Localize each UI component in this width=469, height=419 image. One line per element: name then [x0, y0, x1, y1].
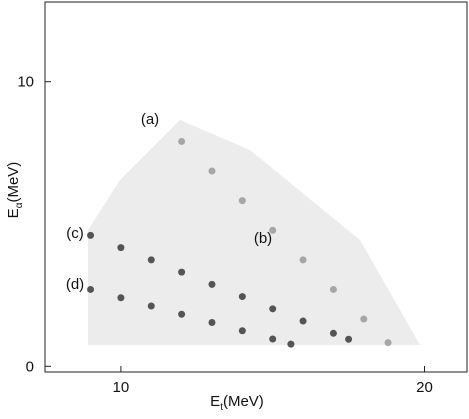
y-tick-label: 10 [17, 74, 34, 91]
point [384, 339, 392, 347]
x-tick-label: 10 [113, 379, 130, 396]
label-sub: t [220, 402, 223, 413]
point [269, 305, 277, 313]
label-main: E [5, 208, 22, 218]
x-label: Et(MeV) [210, 393, 264, 413]
point [269, 226, 277, 234]
point [299, 317, 307, 325]
annotation: (d) [66, 276, 84, 293]
point [178, 137, 186, 145]
annotation: (b) [254, 230, 272, 247]
label-unit: (MeV) [5, 162, 22, 203]
point [178, 310, 186, 318]
point [299, 256, 307, 264]
annotation: (c) [66, 225, 84, 242]
y-label: Eα(MeV) [5, 162, 25, 219]
point [329, 329, 337, 337]
point [238, 293, 246, 301]
point [117, 244, 125, 252]
point [208, 280, 216, 288]
point [147, 302, 155, 310]
annotation: (a) [141, 111, 159, 128]
point [87, 231, 95, 239]
background-cloud [88, 120, 420, 345]
label-unit: (MeV) [223, 393, 264, 410]
point [178, 268, 186, 276]
point [238, 197, 246, 205]
point [208, 318, 216, 326]
y-tick-label: 0 [26, 358, 34, 375]
point [208, 167, 216, 175]
point [117, 294, 125, 302]
plot-frame [44, 1, 468, 373]
point [238, 327, 246, 335]
point [287, 340, 295, 348]
x-tick-label: 20 [416, 379, 433, 396]
point [345, 335, 353, 343]
point [360, 315, 368, 323]
point [269, 335, 277, 343]
label-main: E [210, 393, 220, 410]
point [147, 256, 155, 264]
point [87, 285, 95, 293]
point [329, 285, 337, 293]
label-sub: α [14, 202, 25, 208]
